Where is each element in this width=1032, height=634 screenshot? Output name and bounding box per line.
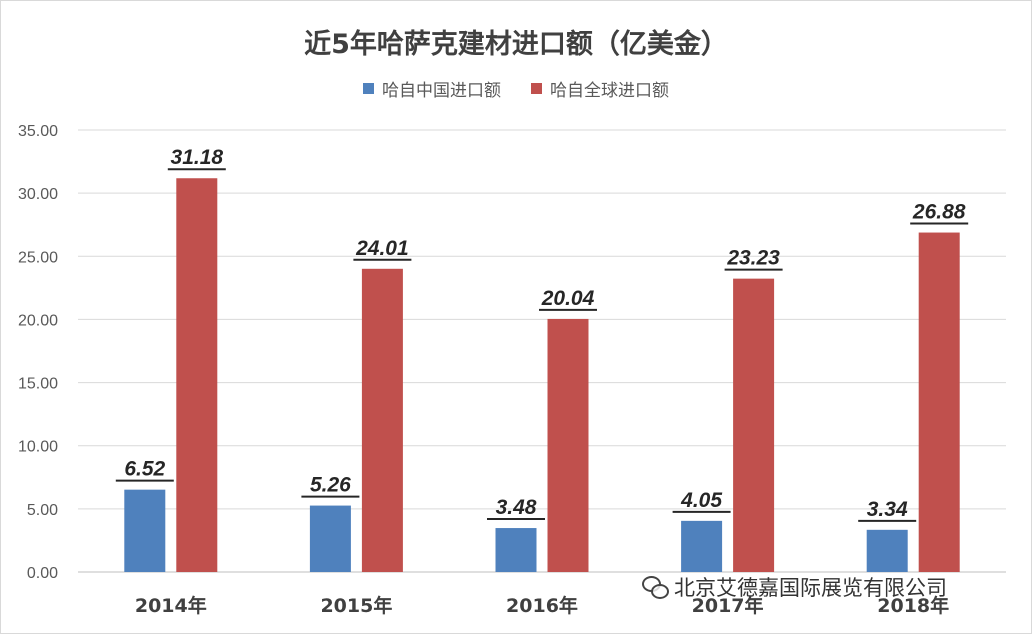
data-label: 31.18 (171, 146, 224, 169)
x-tick-label: 2015年 (320, 594, 392, 617)
y-tick-label: 25.00 (18, 249, 58, 266)
data-label: 26.88 (912, 201, 966, 224)
y-tick-label: 15.00 (18, 376, 58, 393)
y-tick-label: 10.00 (18, 439, 58, 456)
bar-global (547, 318, 589, 572)
watermark: 北京艾德嘉国际展览有限公司 (642, 572, 947, 602)
legend-item-global: 哈自全球进口额 (531, 76, 669, 101)
bar-global (733, 278, 775, 572)
legend-item-china: 哈自中国进口额 (363, 76, 501, 101)
bar-china (495, 528, 537, 572)
bar-global (176, 178, 218, 572)
y-tick-label: 35.00 (18, 123, 58, 140)
chart-legend: 哈自中国进口额 哈自全球进口额 (0, 76, 1032, 101)
x-tick-label: 2018年 (877, 594, 949, 617)
y-tick-label: 0.00 (27, 565, 58, 582)
legend-swatch-global (531, 83, 542, 94)
bar-global (361, 268, 403, 572)
data-label: 3.48 (496, 496, 537, 519)
data-label: 3.34 (867, 498, 908, 521)
data-label: 20.04 (541, 287, 595, 310)
data-label: 23.23 (726, 247, 780, 270)
y-tick-label: 30.00 (18, 186, 58, 203)
bar-china (866, 529, 908, 572)
data-label: 4.05 (680, 489, 722, 512)
data-label: 24.01 (355, 237, 409, 260)
y-tick-label: 20.00 (18, 312, 58, 329)
data-label: 5.26 (310, 474, 351, 497)
legend-label-global: 哈自全球进口额 (550, 81, 669, 101)
data-label: 6.52 (124, 458, 165, 481)
bar-china (124, 489, 166, 572)
watermark-text: 北京艾德嘉国际展览有限公司 (674, 576, 947, 600)
bar-global (918, 232, 960, 572)
y-tick-label: 5.00 (27, 502, 58, 519)
x-tick-label: 2014年 (135, 594, 207, 617)
chart-title: 近5年哈萨克建材进口额（亿美金） (304, 29, 728, 60)
x-tick-label: 2016年 (506, 594, 578, 617)
wechat-icon (642, 574, 669, 600)
bar-china (681, 520, 723, 572)
legend-swatch-china (363, 83, 374, 94)
legend-label-china: 哈自中国进口额 (382, 81, 501, 101)
x-tick-label: 2017年 (692, 594, 764, 617)
bar-china (309, 505, 351, 572)
